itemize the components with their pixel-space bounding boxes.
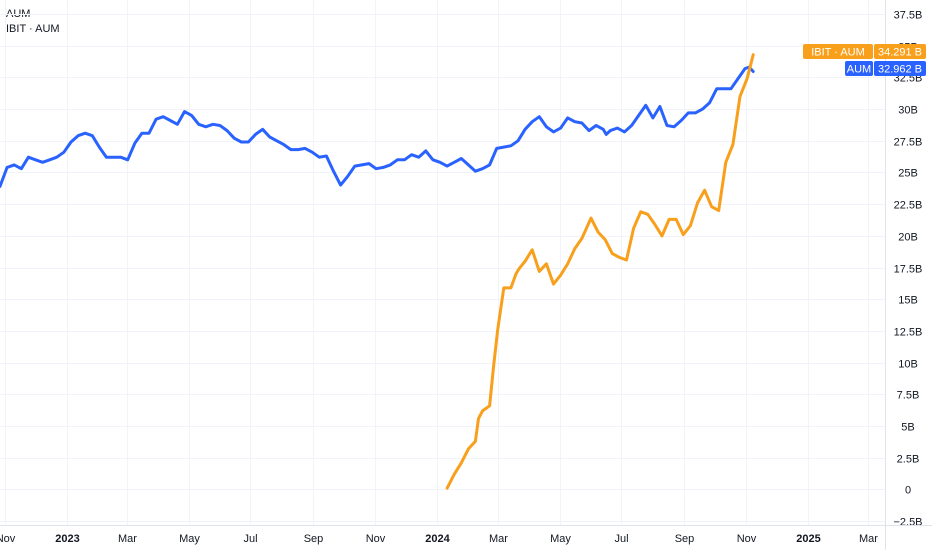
y-tick-label: 12.5B — [894, 327, 923, 339]
legend-entry-ibit-aum: IBIT · AUM — [6, 23, 60, 35]
y-axis: −2.5B 0 2.5B 5B 7.5B 10B 12.5B 15B 17.5B 20B 22.5B… — [893, 10, 922, 529]
x-tick-label: Mar — [859, 533, 878, 545]
y-tick-label: 2.5B — [897, 454, 920, 466]
badge-value: 34.291 B — [878, 47, 922, 59]
series-line-aum — [0, 65, 755, 188]
y-tick-label: 30B — [898, 105, 918, 117]
y-tick-label: 22.5B — [894, 200, 923, 212]
x-axis: Nov 2023 Mar May Jul Sep Nov 2024 Mar May Jul Sep No… — [0, 533, 878, 545]
x-tick-label: 2024 — [425, 533, 450, 545]
badge-name-bg — [803, 44, 873, 59]
y-tick-label: 7.5B — [897, 390, 920, 402]
x-tick-label: Nov — [366, 533, 386, 545]
badge-value: 32.962 B — [878, 64, 922, 76]
y-tick-label: −2.5B — [893, 517, 922, 529]
x-tick-label: Nov — [737, 533, 757, 545]
x-tick-label: Mar — [118, 533, 137, 545]
price-badge: AUM 32.962 B — [845, 61, 926, 76]
badge-value-bg — [874, 61, 926, 76]
y-tick-label: 20B — [898, 232, 918, 244]
price-badges: IBIT · AUM 34.291 B AUM 32.962 B — [803, 44, 926, 76]
x-tick-label: Mar — [489, 533, 508, 545]
x-tick-label: Jul — [614, 533, 628, 545]
y-tick-label: 0 — [905, 485, 911, 497]
badge-name: IBIT · AUM — [811, 47, 865, 59]
x-tick-label: May — [179, 533, 200, 545]
y-tick-label: 27.5B — [894, 137, 923, 149]
x-tick-label: Nov — [0, 533, 16, 545]
y-tick-label: 25B — [898, 168, 918, 180]
gridlines — [0, 0, 885, 525]
x-tick-label: Jul — [243, 533, 257, 545]
y-tick-label: 15B — [898, 295, 918, 307]
series-lines — [0, 53, 755, 490]
x-tick-label: Sep — [675, 533, 695, 545]
x-tick-label: May — [550, 533, 571, 545]
badge-value-bg — [874, 44, 926, 59]
badge-name: AUM — [847, 64, 871, 76]
x-tick-label: 2023 — [55, 533, 79, 545]
x-tick-label: 2025 — [796, 533, 820, 545]
y-tick-label: 10B — [898, 359, 918, 371]
series-line-ibit-aum — [445, 53, 755, 490]
price-badge: IBIT · AUM 34.291 B — [803, 44, 926, 59]
x-tick-label: Sep — [304, 533, 324, 545]
y-tick-label: 5B — [901, 422, 914, 434]
y-tick-label: 37.5B — [894, 10, 923, 22]
y-tick-label: 17.5B — [894, 264, 923, 276]
badge-name-bg — [845, 61, 873, 76]
